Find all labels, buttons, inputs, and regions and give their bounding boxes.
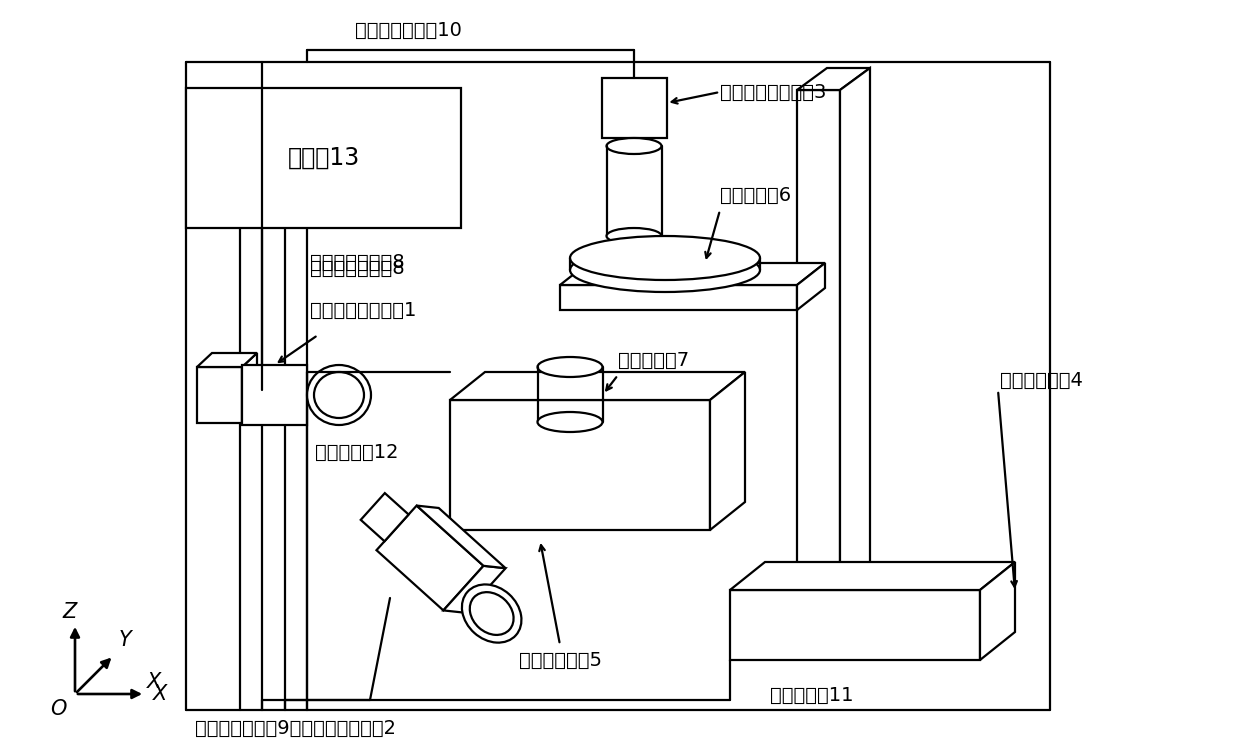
- Ellipse shape: [607, 138, 662, 154]
- Ellipse shape: [570, 248, 760, 292]
- Text: 第一微零件6: 第一微零件6: [720, 186, 792, 204]
- Polygon shape: [730, 562, 1015, 590]
- Text: 第二运动平台5: 第二运动平台5: [518, 651, 601, 669]
- Ellipse shape: [313, 372, 364, 418]
- Polygon shape: [980, 562, 1015, 660]
- Polygon shape: [377, 506, 483, 610]
- Ellipse shape: [470, 592, 514, 635]
- Polygon shape: [797, 68, 870, 90]
- Text: O: O: [51, 699, 67, 719]
- Text: 第三视觉联接线10: 第三视觉联接线10: [354, 20, 461, 40]
- Bar: [450, 400, 710, 530]
- Polygon shape: [450, 372, 745, 400]
- Text: Y: Y: [119, 631, 131, 651]
- Text: 第一控制线11: 第一控制线11: [769, 685, 854, 705]
- Polygon shape: [416, 506, 506, 568]
- Polygon shape: [242, 353, 256, 423]
- Polygon shape: [840, 68, 870, 590]
- Text: 第一显微视觉系统1: 第一显微视觉系统1: [310, 301, 416, 319]
- Ellipse shape: [307, 365, 370, 425]
- Text: Z: Z: [63, 602, 77, 622]
- Polygon shape: [361, 493, 409, 542]
- Bar: [730, 590, 980, 660]
- Polygon shape: [444, 565, 506, 613]
- Text: 第一运动平台4: 第一运动平台4: [1000, 370, 1083, 390]
- Ellipse shape: [570, 236, 760, 280]
- Text: 第一视觉联接线8: 第一视觉联接线8: [310, 253, 405, 272]
- Bar: [242, 365, 307, 425]
- Text: 计算机13: 计算机13: [287, 146, 359, 170]
- Text: X: X: [147, 672, 161, 692]
- Polygon shape: [797, 263, 825, 310]
- Text: 第二视觉联接线9第二显微视觉系统2: 第二视觉联接线9第二显微视觉系统2: [195, 719, 396, 738]
- Bar: [601, 78, 667, 138]
- Polygon shape: [197, 353, 256, 367]
- Polygon shape: [710, 372, 745, 530]
- Text: 第二微零件7: 第二微零件7: [618, 351, 689, 370]
- Text: 第三显微视觉系统3: 第三显微视觉系统3: [720, 82, 826, 102]
- Ellipse shape: [538, 357, 602, 377]
- Bar: [560, 285, 797, 310]
- Text: 第二控制线12: 第二控制线12: [315, 443, 399, 462]
- Text: X: X: [152, 684, 167, 704]
- Bar: [197, 367, 242, 423]
- Ellipse shape: [607, 228, 662, 244]
- Polygon shape: [560, 263, 825, 285]
- Bar: [186, 88, 461, 228]
- Ellipse shape: [538, 412, 602, 432]
- Ellipse shape: [462, 584, 522, 643]
- Text: 第一视觉联接线8: 第一视觉联接线8: [310, 259, 405, 278]
- Bar: [797, 90, 840, 590]
